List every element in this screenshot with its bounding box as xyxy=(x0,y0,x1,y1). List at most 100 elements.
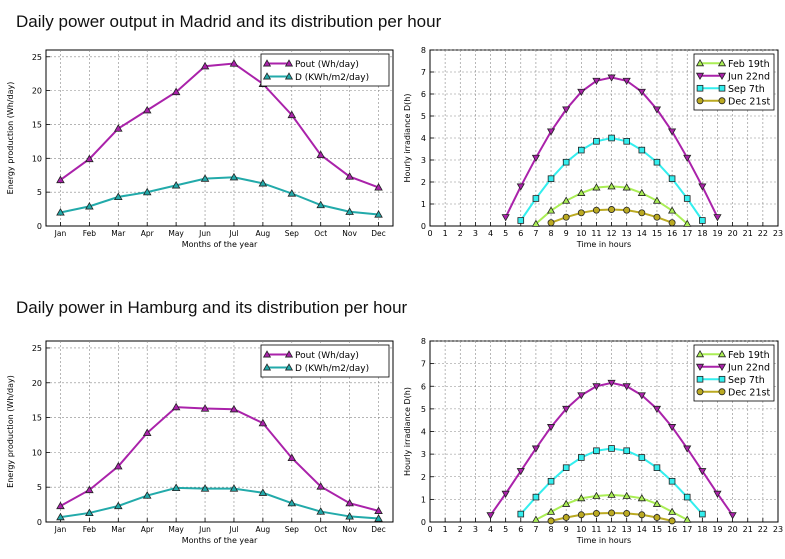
madrid-monthly-series-d-kwh-m2-day-point xyxy=(374,210,383,218)
madrid-monthly-legend-swatch-marker xyxy=(262,59,272,67)
madrid-monthly-series-d-kwh-m2-day-point xyxy=(114,192,123,200)
hamburg-hourly-legend-swatch-marker xyxy=(696,375,704,383)
hamburg-hourly-series-dec-21st-point xyxy=(623,509,631,517)
hamburg-hourly-series-jun-22nd-point xyxy=(622,383,631,391)
madrid-monthly-xtick-label: Sep xyxy=(285,229,299,238)
madrid-hourly-xtick-label: 16 xyxy=(667,229,677,238)
madrid-hourly-xtick-label: 10 xyxy=(576,229,586,238)
hamburg-hourly-xtick-label: 9 xyxy=(564,525,569,534)
hamburg-monthly-xlabel: Months of the year xyxy=(182,536,258,545)
madrid-hourly-xtick-label: 14 xyxy=(637,229,647,238)
madrid-hourly-legend-swatch-marker xyxy=(695,72,705,80)
madrid-hourly-series-dec-21st-point xyxy=(592,206,600,214)
hamburg-hourly-ytick-label: 7 xyxy=(421,360,426,369)
hamburg-hourly-xtick-label: 21 xyxy=(743,525,753,534)
madrid-hourly-xtick-label: 2 xyxy=(458,229,463,238)
madrid-hourly-series-jun-22nd-point xyxy=(652,106,662,114)
madrid-hourly-ytick-label: 6 xyxy=(421,90,426,99)
hamburg-hourly-series-sep-7th-point xyxy=(638,454,646,461)
hamburg-hourly-xtick-label: 15 xyxy=(652,525,662,534)
hamburg-hourly-series-feb-19th-point xyxy=(546,507,556,515)
madrid-hourly-series-sep-7th-point xyxy=(608,134,615,142)
hamburg-hourly-legend-swatch-marker xyxy=(718,375,726,383)
madrid-hourly-series-feb-19th-point xyxy=(531,219,541,227)
madrid-monthly-series-d-kwh-m2-day-point xyxy=(85,201,94,210)
hamburg-hourly-series-dec-21st-point xyxy=(668,517,676,525)
madrid-monthly-series-pout-wh-day-point xyxy=(287,110,297,119)
madrid-hourly-series-jun-22nd-point xyxy=(562,106,571,114)
madrid-monthly-xtick-label: Jul xyxy=(228,229,238,238)
madrid-monthly-ytick-label: 10 xyxy=(32,154,42,163)
hamburg-hourly-xtick-label: 20 xyxy=(728,525,738,534)
hamburg-monthly-legend-label: Pout (Wh/day) xyxy=(295,351,359,361)
madrid-monthly-legend-swatch-marker xyxy=(284,59,294,67)
hamburg-hourly-series-feb-19th-point xyxy=(622,491,631,499)
hamburg-monthly-series-pout-wh-day-point xyxy=(171,402,181,411)
madrid-hourly-xtick-label: 21 xyxy=(743,229,753,238)
hamburg-hourly-series-jun-22nd-point xyxy=(516,468,525,476)
hamburg-monthly-series-d-kwh-m2-day-line xyxy=(60,486,379,520)
madrid-hourly-legend-swatch-marker xyxy=(717,72,727,80)
madrid-monthly-series-d-kwh-m2-day-point xyxy=(316,200,325,209)
hamburg-monthly-series-pout-wh-day-point xyxy=(200,404,210,412)
madrid-monthly-xtick-label: May xyxy=(168,229,184,238)
hamburg-monthly-xtick-label: Nov xyxy=(342,525,357,534)
hamburg-monthly-series-pout-wh-day-point xyxy=(316,482,325,490)
hamburg-hourly-series-dec-21st-point xyxy=(547,517,555,525)
hamburg-hourly-series-jun-22nd-point xyxy=(652,405,662,414)
madrid-hourly-xtick-label: 9 xyxy=(564,229,569,238)
madrid-hourly-series-feb-19th-point xyxy=(622,183,631,191)
hamburg-hourly-series-jun-22nd-point xyxy=(698,468,707,476)
madrid-hourly-series-sep-7th-point xyxy=(699,217,706,224)
hamburg-hourly-xtick-label: 0 xyxy=(427,525,432,534)
hamburg-hourly-series-sep-7th-point xyxy=(517,510,525,518)
madrid-hourly-series-sep-7th-point xyxy=(562,158,570,166)
hamburg-monthly-series-pout-wh-day-point xyxy=(258,418,268,427)
madrid-hourly-xtick-label: 15 xyxy=(652,229,662,238)
hamburg-hourly-series-feb-19th-point xyxy=(652,499,662,507)
madrid-hourly-series-dec-21st-point xyxy=(608,206,616,213)
hamburg-monthly-xtick-label: Jun xyxy=(198,525,211,534)
hamburg-monthly-series-pout-wh-day-point xyxy=(287,453,297,462)
hamburg-hourly-ytick-label: 2 xyxy=(421,473,426,482)
hamburg-monthly-xtick-label: May xyxy=(168,525,184,534)
madrid-hourly-series-feb-19th xyxy=(531,182,692,227)
madrid-hourly-legend-label: Sep 7th xyxy=(728,84,765,95)
madrid-hourly-xtick-label: 0 xyxy=(427,229,432,238)
hamburg-hourly-xlabel: Time in hours xyxy=(576,536,631,545)
hamburg-hourly-xtick-label: 23 xyxy=(773,525,783,534)
hamburg-hourly-legend-swatch-marker xyxy=(696,388,704,396)
madrid-monthly-xtick-label: Oct xyxy=(314,229,327,238)
hamburg-hourly-xtick-label: 19 xyxy=(712,525,722,534)
hamburg-hourly-xtick-label: 16 xyxy=(667,525,677,534)
hamburg-monthly-series-d-kwh-m2-day-point xyxy=(287,498,297,507)
hamburg-hourly-series-jun-22nd-point xyxy=(577,392,586,400)
madrid-monthly-series-pout-wh-day-point xyxy=(374,183,383,191)
hamburg-monthly-xtick-label: Jan xyxy=(54,525,67,534)
madrid-hourly-series-jun-22nd xyxy=(501,74,722,222)
hamburg-hourly-series-sep-7th-point xyxy=(699,510,706,518)
madrid-hourly-xtick-label: 20 xyxy=(728,229,738,238)
madrid-hourly-xtick-label: 23 xyxy=(773,229,783,238)
madrid-hourly-series-dec-21st-point xyxy=(668,219,676,227)
madrid-monthly-series-d-kwh-m2-day-point xyxy=(142,187,152,196)
hamburg-monthly-ytick-label: 10 xyxy=(32,448,42,457)
hamburg-hourly-xtick-label: 14 xyxy=(637,525,647,534)
madrid-monthly-xtick-label: Feb xyxy=(83,229,97,238)
hamburg-hourly-series-sep-7th xyxy=(517,445,706,518)
hamburg-monthly-series-pout-wh-day-point xyxy=(229,404,239,413)
madrid-hourly-ytick-label: 0 xyxy=(421,222,426,231)
madrid-hourly-legend-label: Dec 21st xyxy=(728,96,770,107)
madrid-monthly-xtick-label: Apr xyxy=(141,229,155,238)
madrid-hourly-series-jun-22nd-point xyxy=(592,77,601,86)
madrid-monthly-series-pout-wh-day-point xyxy=(56,175,65,184)
madrid-hourly-ytick-label: 5 xyxy=(421,112,426,121)
hamburg-hourly-series-feb-19th-point xyxy=(607,490,616,498)
hamburg-monthly-legend-swatch-marker xyxy=(262,363,272,371)
madrid-hourly-series-sep-7th-point xyxy=(668,175,676,182)
hamburg-hourly-series-feb-19th-point xyxy=(577,494,586,502)
hamburg-hourly-xtick-label: 5 xyxy=(503,525,508,534)
madrid-monthly-series-d-kwh-m2-day-point xyxy=(229,172,239,181)
